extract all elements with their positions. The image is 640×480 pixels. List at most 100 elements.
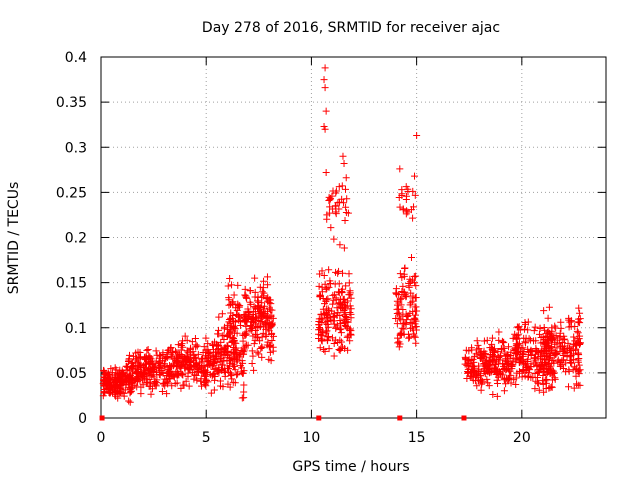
data-point <box>204 358 212 366</box>
data-point <box>250 366 258 374</box>
data-point <box>402 183 410 191</box>
data-point <box>231 318 239 326</box>
data-point <box>258 293 266 301</box>
data-point <box>179 357 187 365</box>
data-point <box>114 371 122 379</box>
data-point <box>127 387 135 395</box>
data-point <box>540 307 548 315</box>
data-point <box>413 132 421 140</box>
y-tick-label: 0.35 <box>56 95 87 111</box>
data-point <box>184 348 192 356</box>
data-point <box>345 291 353 299</box>
data-point <box>575 318 583 326</box>
data-point <box>409 187 417 195</box>
data-point <box>474 341 482 349</box>
data-point <box>536 324 544 332</box>
data-point <box>321 125 329 133</box>
data-point <box>229 322 237 330</box>
data-point <box>553 344 561 352</box>
data-point <box>343 195 351 203</box>
data-point <box>225 354 233 362</box>
data-point <box>524 355 532 363</box>
data-point <box>216 357 224 365</box>
data-point <box>128 365 136 373</box>
data-point <box>332 210 340 218</box>
data-point <box>229 378 237 386</box>
data-point <box>320 346 328 354</box>
data-point <box>337 329 345 337</box>
data-point <box>467 366 475 374</box>
data-point <box>144 345 152 353</box>
data-point <box>398 192 406 200</box>
data-point <box>153 376 161 384</box>
data-point <box>321 347 329 355</box>
data-point <box>119 369 127 377</box>
data-point <box>114 394 122 402</box>
data-point <box>521 338 529 346</box>
y-axis-label: SRMTID / TECUs <box>6 182 22 295</box>
data-point <box>226 274 234 282</box>
data-point <box>147 390 155 398</box>
data-point <box>482 350 490 358</box>
data-point <box>239 369 247 377</box>
data-point <box>531 370 539 378</box>
data-point <box>214 342 222 350</box>
data-point <box>340 319 348 327</box>
data-point <box>267 300 275 308</box>
data-point <box>551 322 559 330</box>
data-point <box>561 350 569 358</box>
data-point <box>327 279 335 287</box>
data-point <box>251 274 259 282</box>
data-point <box>267 357 275 365</box>
data-point <box>530 337 538 345</box>
data-point <box>259 284 267 292</box>
data-point <box>332 324 340 332</box>
data-point <box>483 356 491 364</box>
data-point <box>325 193 333 201</box>
data-point <box>398 294 406 302</box>
data-point <box>210 386 218 394</box>
data-point <box>326 203 334 211</box>
data-point <box>394 339 402 347</box>
data-point <box>534 366 542 374</box>
data-point <box>526 336 534 344</box>
data-point <box>134 358 142 366</box>
data-point <box>542 347 550 355</box>
data-point <box>485 382 493 390</box>
data-point <box>494 380 502 388</box>
data-point <box>413 307 421 315</box>
data-point <box>342 185 350 193</box>
data-point <box>402 292 410 300</box>
data-point <box>244 305 252 313</box>
data-point <box>508 362 516 370</box>
data-point <box>148 357 156 365</box>
data-point <box>524 326 532 334</box>
data-point <box>233 371 241 379</box>
data-point <box>316 325 324 333</box>
data-point <box>412 339 420 347</box>
data-point <box>193 342 201 350</box>
data-point <box>395 311 403 319</box>
data-point <box>264 281 272 289</box>
data-point <box>323 215 331 223</box>
data-point <box>339 304 347 312</box>
data-point <box>567 318 575 326</box>
data-point <box>225 294 233 302</box>
data-point <box>329 187 337 195</box>
data-point <box>335 267 343 275</box>
data-point <box>468 344 476 352</box>
data-point <box>179 337 187 345</box>
data-point <box>502 380 510 388</box>
data-point <box>226 369 234 377</box>
data-point <box>399 289 407 297</box>
x-tick-label: 0 <box>97 430 106 446</box>
data-point <box>190 371 198 379</box>
data-point <box>253 297 261 305</box>
data-point <box>407 206 415 214</box>
data-point <box>549 369 557 377</box>
y-tick-label: 0.25 <box>56 185 87 201</box>
data-point <box>329 312 337 320</box>
data-point <box>560 332 568 340</box>
data-point <box>576 381 584 389</box>
data-point <box>535 386 543 394</box>
